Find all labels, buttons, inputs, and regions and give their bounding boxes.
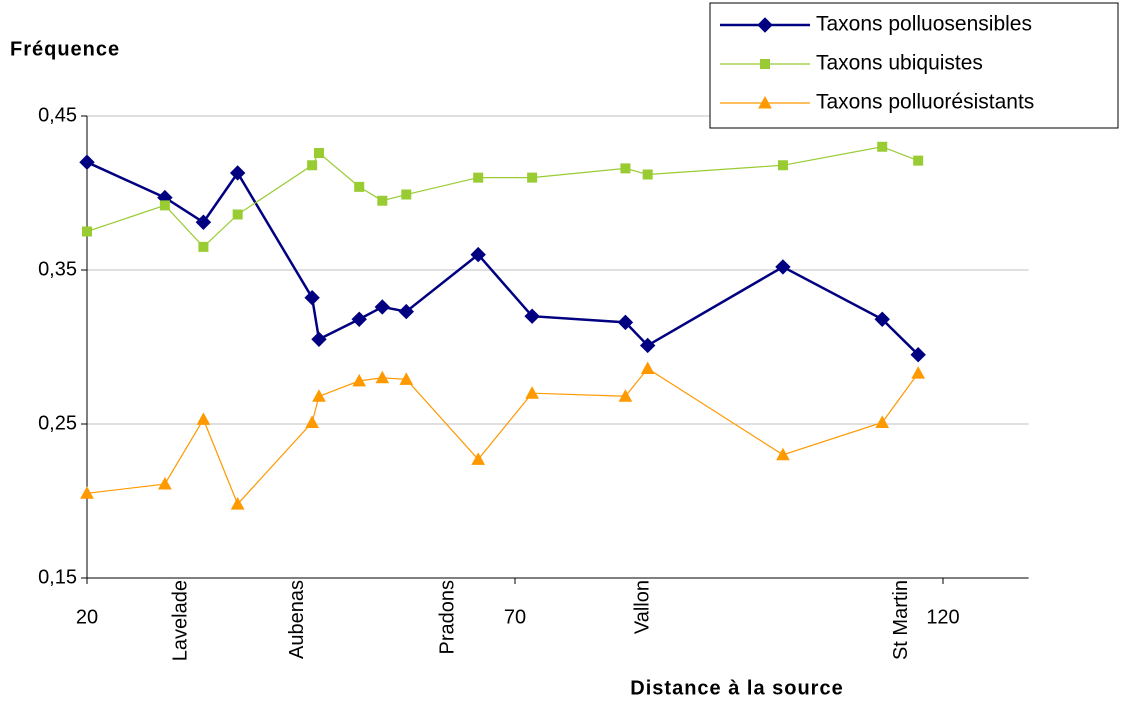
x-tick-label: 120 xyxy=(926,606,959,628)
place-label: Aubenas xyxy=(286,580,308,659)
data-point xyxy=(911,366,926,379)
data-point xyxy=(374,299,391,315)
data-point xyxy=(398,303,414,320)
legend-marker xyxy=(760,59,770,69)
data-point xyxy=(470,246,486,263)
data-point xyxy=(877,141,888,152)
data-point xyxy=(311,331,327,348)
data-point xyxy=(620,163,631,174)
data-point xyxy=(82,226,92,237)
data-point xyxy=(354,181,365,192)
data-point xyxy=(352,373,367,387)
y-tick-label: 0,35 xyxy=(38,258,77,280)
data-point xyxy=(198,241,209,252)
y-axis-label: Fréquence xyxy=(10,38,120,60)
y-tick-label: 0,45 xyxy=(38,104,77,126)
data-point xyxy=(232,209,243,220)
data-point xyxy=(79,154,95,170)
legend-marker xyxy=(758,95,772,109)
series-line xyxy=(86,161,920,356)
data-point xyxy=(618,389,633,402)
y-tick-label: 0,25 xyxy=(38,412,77,434)
data-point xyxy=(874,311,890,327)
series-line xyxy=(86,367,919,506)
x-axis-label: Distance à la source xyxy=(630,677,843,699)
data-point xyxy=(375,370,390,384)
data-point xyxy=(642,169,653,180)
data-point xyxy=(775,259,791,275)
data-point xyxy=(913,155,924,166)
data-point xyxy=(377,195,388,206)
data-point xyxy=(910,346,926,363)
data-point xyxy=(195,214,212,230)
data-point xyxy=(776,447,790,461)
data-point xyxy=(875,415,890,428)
data-point xyxy=(196,412,211,425)
data-point xyxy=(304,290,320,306)
data-point xyxy=(640,361,655,375)
place-label: Vallon xyxy=(632,580,654,634)
place-label: Pradons xyxy=(437,580,459,655)
legend-label: Taxons polluorésistants xyxy=(816,91,1034,114)
legend-marker xyxy=(757,17,773,33)
series-line xyxy=(86,146,919,248)
data-point xyxy=(617,314,634,331)
data-point xyxy=(527,172,538,183)
data-point xyxy=(307,160,318,171)
data-point xyxy=(777,160,788,171)
x-tick-label: 70 xyxy=(504,606,526,628)
data-point xyxy=(313,147,324,158)
data-point xyxy=(158,477,172,490)
data-point xyxy=(159,200,170,211)
data-point xyxy=(305,415,319,428)
data-point xyxy=(524,308,540,324)
place-label: St Martin xyxy=(890,580,912,660)
y-tick-label: 0,15 xyxy=(38,566,77,588)
place-label: Lavelade xyxy=(169,580,191,661)
data-point xyxy=(473,172,484,183)
data-point xyxy=(639,337,656,354)
data-point xyxy=(80,486,94,499)
data-point xyxy=(401,189,412,200)
x-tick-label: 20 xyxy=(76,606,98,628)
data-point xyxy=(229,165,246,181)
data-point xyxy=(399,372,414,385)
legend-label: Taxons ubiquistes xyxy=(816,52,983,75)
legend-label: Taxons polluosensibles xyxy=(816,13,1032,36)
data-point xyxy=(312,389,326,402)
data-point xyxy=(351,311,367,327)
data-point xyxy=(230,497,245,510)
data-point xyxy=(471,452,486,465)
data-point xyxy=(525,386,539,399)
